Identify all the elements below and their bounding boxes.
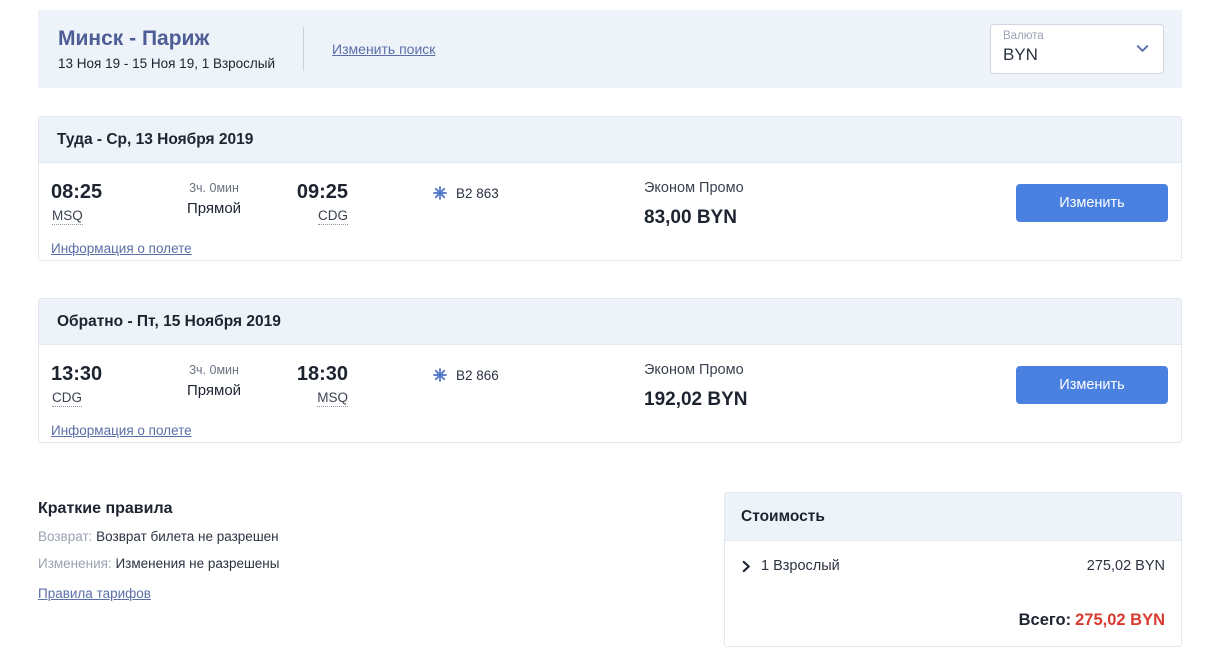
- flight-card-outbound: Туда - Ср, 13 Ноября 2019 08:25 MSQ 3ч. …: [38, 116, 1182, 261]
- total-value: 275,02 BYN: [1075, 611, 1165, 629]
- change-flight-button[interactable]: Изменить: [1016, 184, 1168, 222]
- flight-card-return: Обратно - Пт, 15 Ноября 2019 13:30 CDG 3…: [38, 298, 1182, 443]
- fare-rules-section: Краткие правила Возврат: Возврат билета …: [38, 500, 638, 603]
- flight-number: B2 866: [456, 367, 499, 383]
- leg-body-outbound: 08:25 MSQ 3ч. 0мин Прямой 09:25 CDG Инфо…: [39, 163, 1181, 261]
- stops-label: Прямой: [186, 382, 242, 399]
- cost-panel: Стоимость 1 Взрослый 275,02 BYN Всего: 27…: [724, 492, 1182, 647]
- arrival-airport-code[interactable]: MSQ: [317, 390, 348, 407]
- departure-airport-code[interactable]: CDG: [52, 390, 82, 407]
- change-search-link[interactable]: Изменить поиск: [332, 41, 436, 57]
- duration-block: 3ч. 0мин Прямой: [159, 363, 269, 399]
- leg-header-outbound: Туда - Ср, 13 Ноября 2019: [39, 117, 1181, 163]
- changes-label: Изменения:: [38, 556, 112, 571]
- belavia-snowflake-icon: [432, 185, 448, 201]
- total-label: Всего:: [1018, 611, 1072, 629]
- arrival-airport-code[interactable]: CDG: [318, 208, 348, 225]
- departure-block: 13:30 CDG: [51, 363, 102, 407]
- trip-details: 13 Ноя 19 - 15 Ноя 19, 1 Взрослый: [58, 55, 276, 71]
- passenger-cost-row[interactable]: 1 Взрослый 275,02 BYN: [725, 541, 1181, 574]
- currency-select[interactable]: Валюта BYN: [990, 24, 1164, 74]
- arrival-time: 18:30: [296, 363, 348, 385]
- currency-value: BYN: [1003, 44, 1038, 64]
- passenger-label: 1 Взрослый: [761, 558, 840, 574]
- chevron-down-icon: [1135, 41, 1150, 56]
- page-title: Минск - Париж: [58, 27, 210, 51]
- flight-duration: 3ч. 0мин: [189, 363, 239, 377]
- fare-name: Эконом Промо: [644, 180, 744, 196]
- route-block: Минск - Париж 13 Ноя 19 - 15 Ноя 19, 1 В…: [58, 27, 297, 70]
- arrival-block: 18:30 MSQ: [286, 363, 348, 407]
- cost-panel-title: Стоимость: [725, 493, 1181, 541]
- vertical-divider: [303, 27, 305, 71]
- changes-value: Изменения не разрешены: [115, 556, 280, 571]
- total-row: Всего: 275,02 BYN: [1019, 611, 1165, 630]
- refund-value: Возврат билета не разрешен: [96, 529, 279, 544]
- flight-info-link[interactable]: Информация о полете: [51, 241, 192, 256]
- belavia-snowflake-icon: [432, 367, 448, 383]
- fare-block: Эконом Промо 192,02 BYN: [644, 361, 748, 411]
- departure-block: 08:25 MSQ: [51, 181, 102, 225]
- arrival-block: 09:25 CDG: [286, 181, 348, 225]
- flight-number-block: B2 863: [432, 185, 499, 201]
- flight-number-block: B2 866: [432, 367, 499, 383]
- currency-label: Валюта: [1003, 30, 1044, 42]
- passenger-amount: 275,02 BYN: [1086, 558, 1165, 574]
- departure-time: 13:30: [51, 363, 103, 385]
- flight-number: B2 863: [456, 185, 499, 201]
- stops-label: Прямой: [186, 200, 242, 217]
- change-flight-button[interactable]: Изменить: [1016, 366, 1168, 404]
- fare-price: 192,02 BYN: [644, 388, 748, 410]
- fare-rules-link[interactable]: Правила тарифов: [38, 586, 151, 601]
- flight-info-link[interactable]: Информация о полете: [51, 423, 192, 438]
- fare-name: Эконом Промо: [644, 362, 744, 378]
- search-summary-bar: Минск - Париж 13 Ноя 19 - 15 Ноя 19, 1 В…: [38, 10, 1182, 88]
- flight-duration: 3ч. 0мин: [189, 181, 239, 195]
- arrival-time: 09:25: [296, 181, 348, 203]
- rules-title: Краткие правила: [38, 500, 173, 517]
- departure-time: 08:25: [51, 181, 103, 203]
- duration-block: 3ч. 0мин Прямой: [159, 181, 269, 217]
- fare-price: 83,00 BYN: [644, 206, 737, 228]
- leg-body-return: 13:30 CDG 3ч. 0мин Прямой 18:30 MSQ Инфо…: [39, 345, 1181, 443]
- fare-block: Эконом Промо 83,00 BYN: [644, 179, 744, 229]
- leg-header-return: Обратно - Пт, 15 Ноября 2019: [39, 299, 1181, 345]
- refund-label: Возврат:: [38, 529, 93, 544]
- refund-rule-row: Возврат: Возврат билета не разрешен: [38, 529, 638, 544]
- chevron-right-icon: [741, 560, 752, 573]
- changes-rule-row: Изменения: Изменения не разрешены: [38, 556, 638, 571]
- departure-airport-code[interactable]: MSQ: [52, 208, 83, 225]
